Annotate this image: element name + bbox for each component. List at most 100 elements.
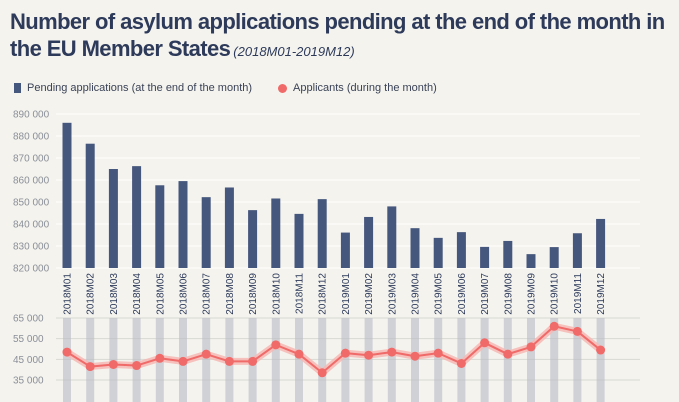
bar-2018M04 [132,166,142,268]
applicants-point-2018M02 [85,362,95,372]
applicants-point-2018M05 [155,353,165,363]
applicants-point-2018M01 [62,347,72,357]
applicants-point-2018M04 [132,361,142,371]
bar-2018M03 [108,169,118,268]
x-tick-label: 2018M04 [132,273,143,315]
x-tick-label: 2019M09 [527,273,538,315]
chart-subtitle: (2018M01-2019M12) [233,44,355,59]
x-tick-label: 2018M08 [225,273,236,315]
y-tick-label: 840 000 [13,220,50,231]
bar-2018M10 [271,198,281,268]
bar-2018M12 [317,199,327,268]
bar-2018M11 [294,213,304,268]
applicants-point-2018M06 [178,356,188,366]
bar-2019M10 [549,247,559,268]
x-tick-label: 2019M01 [341,273,352,315]
y-tick-label: 880 000 [13,132,50,143]
bar-2019M11 [572,233,582,268]
applicants-point-2019M01 [340,348,350,358]
legend-item-pending: Pending applications (at the end of the … [14,82,252,94]
applicants-point-2018M11 [294,349,304,359]
lower-column [271,318,280,402]
y-tick-label: 890 000 [13,110,50,121]
applicants-point-2019M04 [410,351,420,361]
x-tick-label: 2019M11 [573,273,584,314]
lower-column [527,318,535,402]
lower-column [434,318,443,402]
applicants-point-2019M02 [364,350,374,360]
x-tick-label: 2019M08 [503,273,514,315]
applicants-point-2019M08 [503,349,513,359]
chart-title: Number of asylum applications pending at… [10,8,675,65]
lower-column [364,318,373,402]
lower-column [86,318,95,402]
bar-2018M02 [85,143,95,268]
legend-line-swatch [278,83,288,93]
bar-2019M08 [503,240,513,268]
x-tick-label: 2019M02 [364,273,375,315]
lower-column [318,318,327,402]
bar-2019M12 [596,218,606,268]
lower-column [387,318,396,402]
legend-pending-label: Pending applications (at the end of the … [27,82,253,94]
bar-2019M04 [410,228,420,268]
x-tick-label: 2018M09 [248,273,259,315]
legend-item-applicants: Applicants (during the month) [278,82,437,94]
x-tick-label: 2018M06 [179,273,190,315]
x-tick-label: 2019M03 [387,273,398,315]
chart-title-text: Number of asylum applications pending at… [10,9,665,61]
legend-bar-swatch [14,83,21,93]
lower-column [503,318,512,402]
bar-2018M06 [178,181,188,268]
lower-column [132,318,141,402]
bar-2018M07 [201,197,211,268]
bar-2018M09 [248,210,258,268]
applicants-point-2019M11 [572,326,582,336]
applicants-point-2019M10 [549,321,559,331]
applicants-point-2019M09 [526,342,536,352]
lower-column [480,318,489,402]
y-tick-label: 65 000 [13,314,44,325]
y-tick-label: 860 000 [13,176,50,187]
bar-2019M02 [364,216,374,268]
x-tick-label: 2019M05 [434,273,445,315]
legend-applicants-label: Applicants (during the month) [293,82,437,94]
y-tick-label: 850 000 [13,198,50,209]
x-tick-label: 2018M11 [295,273,306,314]
bar-2018M08 [224,187,234,268]
applicants-point-2018M09 [248,356,258,366]
applicants-point-2019M06 [456,358,466,368]
y-tick-label: 55 000 [13,334,44,345]
legend: Pending applications (at the end of the … [14,80,463,96]
x-tick-label: 2018M07 [202,273,213,315]
x-tick-label: 2019M06 [457,273,468,315]
y-tick-label: 820 000 [13,264,50,275]
y-tick-label: 35 000 [13,376,44,387]
lower-column [295,318,303,402]
bar-2018M05 [155,185,165,268]
bar-2019M05 [433,237,443,268]
applicants-point-2018M03 [108,360,118,369]
x-tick-label: 2019M04 [411,273,422,315]
y-tick-label: 870 000 [13,154,50,165]
bar-2019M03 [387,206,397,268]
x-tick-label: 2018M05 [155,273,166,315]
x-tick-label: 2019M12 [596,273,607,315]
x-tick-label: 2018M10 [271,273,282,315]
bar-2019M06 [456,232,466,268]
applicants-point-2019M03 [387,347,397,357]
y-tick-label: 830 000 [13,242,50,253]
x-tick-label: 2018M01 [63,273,74,315]
x-tick-label: 2018M12 [318,273,329,315]
applicants-point-2018M10 [271,340,281,350]
lower-column [341,318,350,402]
applicants-point-2018M08 [224,356,234,366]
applicants-point-2019M12 [596,345,606,355]
bar-2018M01 [62,122,72,268]
applicants-point-2019M05 [433,348,443,358]
applicants-point-2018M07 [201,349,211,359]
x-tick-label: 2018M03 [109,273,120,315]
x-tick-label: 2019M07 [480,273,491,315]
